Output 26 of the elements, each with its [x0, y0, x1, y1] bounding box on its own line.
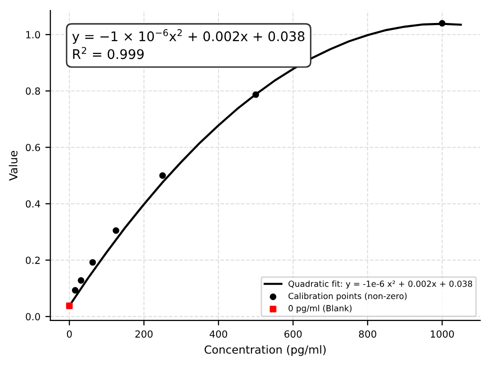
- x-tick-label: 600: [284, 330, 302, 338]
- point: [252, 91, 260, 98]
- point: [72, 287, 78, 294]
- y-tick-label: 0.6: [26, 144, 40, 152]
- x-tick-label: 400: [210, 330, 228, 338]
- legend-label: Calibration points (non-zero): [288, 292, 407, 301]
- x-tick-label: 800: [358, 330, 376, 338]
- point: [159, 172, 166, 179]
- x-tick-label: 1000: [430, 330, 454, 338]
- point: [89, 259, 96, 266]
- point: [66, 302, 73, 310]
- y-tick-label: 0.2: [26, 256, 40, 264]
- y-axis-title: Value: [8, 150, 18, 181]
- y-tick-label: 0.8: [26, 87, 40, 95]
- y-tick-label: 1.0: [26, 31, 40, 38]
- x-axis-title: Concentration (pg/ml): [204, 345, 326, 356]
- x-tick-label: 0: [66, 330, 72, 338]
- point: [438, 20, 446, 27]
- legend-label: 0 pg/ml (Blank): [288, 304, 352, 313]
- x-tick-label: 200: [135, 330, 153, 338]
- text: y = −1 × 10$^{−6}$x$^{2}$ + 0.002x + 0.038 R$^{2}$ = 0.999: [72, 29, 304, 60]
- point: [78, 277, 84, 284]
- legend-label: Quadratic fit: y = -1e-6 x² + 0.002x + 0.038: [288, 280, 472, 289]
- y-tick-label: 0.0: [26, 313, 40, 320]
- point: [112, 227, 120, 234]
- y-tick-label: 0.4: [26, 200, 40, 208]
